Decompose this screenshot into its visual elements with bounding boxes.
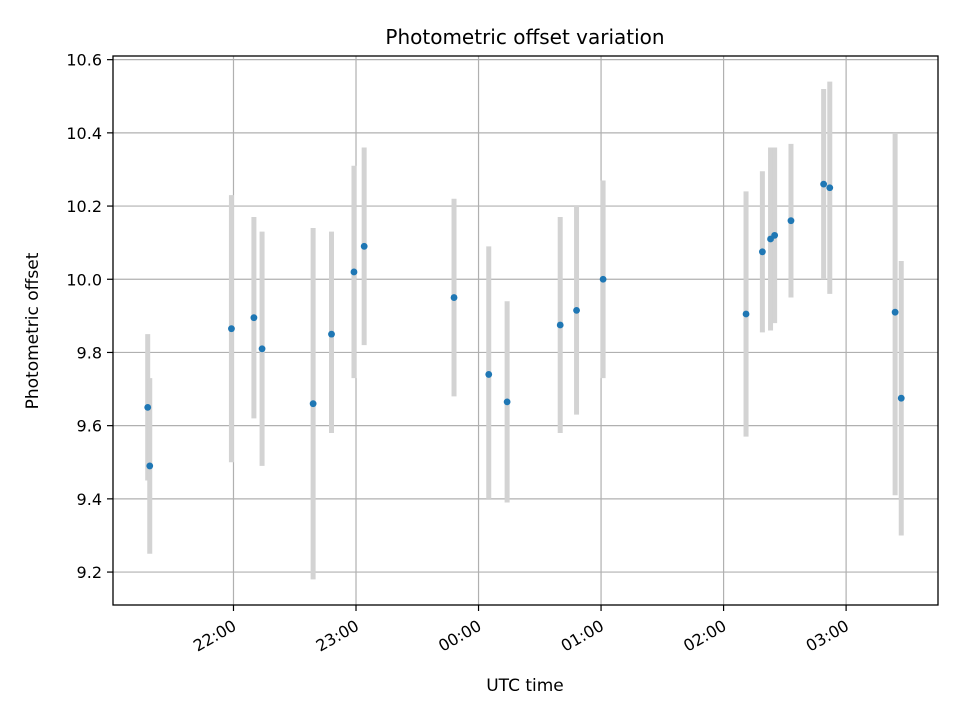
data-point [309, 400, 317, 408]
data-point [360, 242, 368, 250]
y-tick-label: 9.6 [77, 417, 102, 436]
y-axis: 9.2 9.4 9.6 9.8 10.0 10.2 10.4 10.6 [66, 51, 113, 582]
data-point [485, 371, 493, 378]
chart-title: Photometric offset variation [385, 25, 664, 49]
data-point [144, 403, 152, 411]
y-tick-label: 10.2 [66, 197, 102, 216]
y-tick-label: 9.8 [77, 343, 102, 362]
data-points [144, 180, 905, 470]
data-point [250, 314, 258, 322]
data-point [450, 294, 458, 301]
data-point [146, 462, 154, 470]
data-point [758, 248, 766, 256]
y-axis-label: Photometric offset [23, 252, 43, 409]
data-point [897, 394, 905, 402]
data-point [258, 345, 266, 353]
data-point [599, 275, 607, 283]
data-point [503, 398, 511, 406]
data-point [771, 231, 779, 239]
data-point [228, 325, 235, 333]
data-point [573, 306, 580, 314]
data-point [556, 321, 564, 329]
x-axis-label: UTC time [486, 676, 564, 696]
y-tick-label: 10.6 [66, 51, 102, 70]
data-point [328, 330, 335, 338]
plot-frame [112, 55, 939, 606]
data-point [826, 184, 834, 192]
data-point [742, 310, 750, 318]
data-point [820, 180, 828, 188]
data-point [787, 217, 795, 225]
y-tick-label: 10.0 [66, 270, 102, 289]
y-tick-label: 10.4 [66, 124, 102, 143]
grid [113, 56, 938, 605]
data-point [350, 268, 358, 276]
y-tick-label: 9.2 [77, 563, 102, 582]
y-tick-label: 9.4 [77, 490, 102, 509]
data-point [891, 308, 899, 316]
